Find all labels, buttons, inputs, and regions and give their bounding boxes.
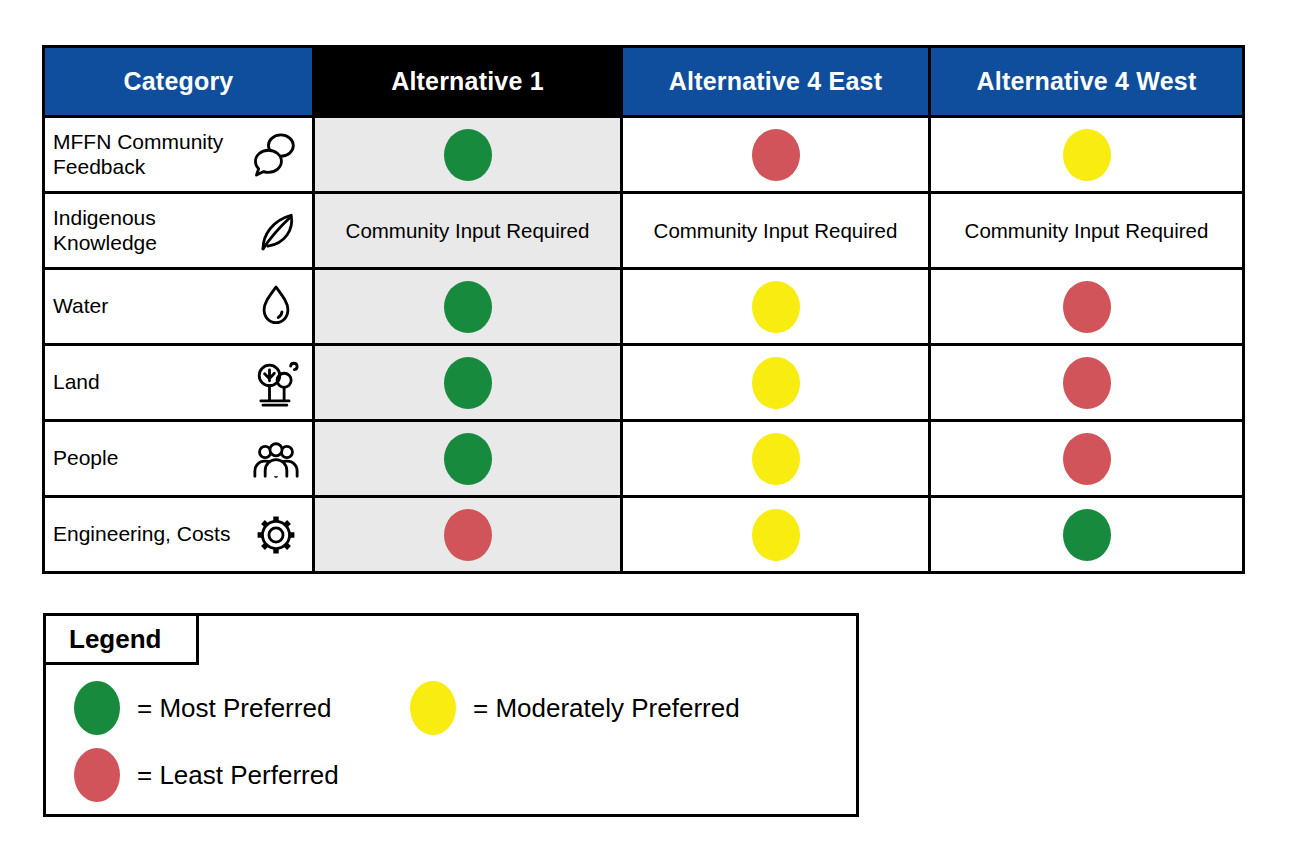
least-preferred-circle bbox=[74, 748, 120, 802]
table-row: Engineering, Costs bbox=[44, 497, 1244, 573]
table-row: Indigenous Knowledge Community Input Req… bbox=[44, 193, 1244, 269]
legend-box: Legend = Most Preferred = Moderately Pre… bbox=[43, 613, 859, 817]
legend-label: = Most Preferred bbox=[137, 693, 331, 724]
comparison-table: Category Alternative 1 Alternative 4 Eas… bbox=[42, 45, 1245, 574]
most-preferred-circle bbox=[74, 681, 120, 735]
rating-cell bbox=[622, 345, 930, 421]
moderate-preferred-circle bbox=[752, 509, 800, 561]
category-cell: Water bbox=[44, 269, 314, 345]
droplet-icon bbox=[250, 281, 302, 333]
column-header-alternative-1: Alternative 1 bbox=[314, 47, 622, 117]
most-preferred-circle bbox=[444, 357, 492, 409]
community-input-cell: Community Input Required bbox=[930, 193, 1244, 269]
rating-cell bbox=[622, 269, 930, 345]
category-cell: Engineering, Costs bbox=[44, 497, 314, 573]
rating-cell bbox=[930, 497, 1244, 573]
least-preferred-circle bbox=[1063, 281, 1111, 333]
rating-cell bbox=[930, 117, 1244, 193]
legend-row: = Least Perferred bbox=[74, 747, 339, 803]
legend-label: = Moderately Preferred bbox=[473, 693, 740, 724]
legend-item-least-preferred: = Least Perferred bbox=[74, 748, 339, 802]
moderate-preferred-circle bbox=[410, 681, 456, 735]
column-header-category: Category bbox=[44, 47, 314, 117]
least-preferred-circle bbox=[1063, 357, 1111, 409]
moderate-preferred-circle bbox=[752, 281, 800, 333]
moderate-preferred-circle bbox=[752, 357, 800, 409]
rating-cell bbox=[622, 497, 930, 573]
rating-cell bbox=[622, 117, 930, 193]
rating-cell bbox=[930, 345, 1244, 421]
column-header-alternative-4-west: Alternative 4 West bbox=[930, 47, 1244, 117]
community-input-cell: Community Input Required bbox=[622, 193, 930, 269]
rating-cell bbox=[314, 269, 622, 345]
rating-cell bbox=[314, 117, 622, 193]
category-label: Engineering, Costs bbox=[53, 522, 231, 546]
category-label: Indigenous Knowledge bbox=[53, 206, 231, 254]
legend-label: = Least Perferred bbox=[137, 760, 339, 791]
community-input-cell: Community Input Required bbox=[314, 193, 622, 269]
table-row: MFFN Community Feedback bbox=[44, 117, 1244, 193]
legend-item-most-preferred: = Most Preferred bbox=[74, 681, 410, 735]
column-header-alternative-4-east: Alternative 4 East bbox=[622, 47, 930, 117]
most-preferred-circle bbox=[444, 129, 492, 181]
legend-title: Legend bbox=[43, 613, 199, 665]
most-preferred-circle bbox=[1063, 509, 1111, 561]
least-preferred-circle bbox=[1063, 433, 1111, 485]
table-row: Water bbox=[44, 269, 1244, 345]
category-cell: People bbox=[44, 421, 314, 497]
feather-icon bbox=[250, 205, 302, 257]
gear-icon bbox=[250, 509, 302, 561]
most-preferred-circle bbox=[444, 281, 492, 333]
chat-icon bbox=[250, 129, 302, 181]
tree-icon bbox=[250, 357, 302, 409]
category-cell: Land bbox=[44, 345, 314, 421]
category-label: Water bbox=[53, 294, 231, 318]
category-label: People bbox=[53, 446, 231, 470]
most-preferred-circle bbox=[444, 433, 492, 485]
category-label: Land bbox=[53, 370, 231, 394]
rating-cell bbox=[314, 497, 622, 573]
rating-cell bbox=[314, 345, 622, 421]
table-row: People bbox=[44, 421, 1244, 497]
category-cell: MFFN Community Feedback bbox=[44, 117, 314, 193]
table-row: Land bbox=[44, 345, 1244, 421]
header-row: Category Alternative 1 Alternative 4 Eas… bbox=[44, 47, 1244, 117]
category-label: MFFN Community Feedback bbox=[53, 130, 231, 178]
moderate-preferred-circle bbox=[752, 433, 800, 485]
rating-cell bbox=[314, 421, 622, 497]
rating-cell bbox=[930, 269, 1244, 345]
legend-item-moderately-preferred: = Moderately Preferred bbox=[410, 681, 740, 735]
people-icon bbox=[250, 433, 302, 485]
moderate-preferred-circle bbox=[1063, 129, 1111, 181]
rating-cell bbox=[930, 421, 1244, 497]
category-cell: Indigenous Knowledge bbox=[44, 193, 314, 269]
least-preferred-circle bbox=[752, 129, 800, 181]
legend-row: = Most Preferred = Moderately Preferred bbox=[74, 680, 740, 736]
least-preferred-circle bbox=[444, 509, 492, 561]
rating-cell bbox=[622, 421, 930, 497]
